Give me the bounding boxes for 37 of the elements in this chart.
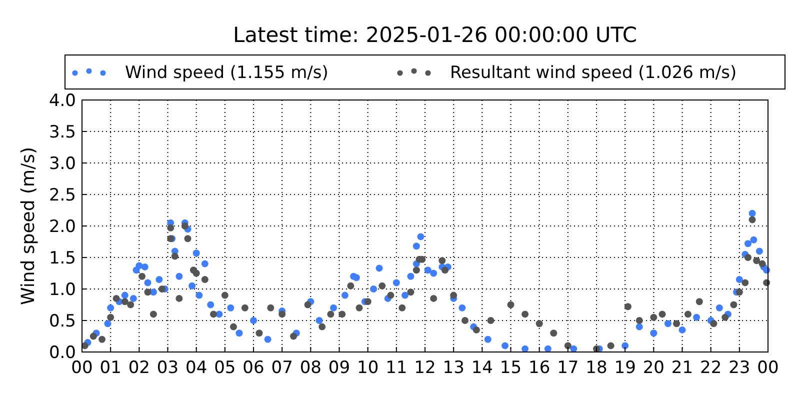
x-tick-label: 11 (386, 358, 408, 378)
y-tick-label: 4.0 (48, 91, 76, 111)
x-tick-label: 19 (614, 358, 636, 378)
x-tick-label: 23 (728, 358, 750, 378)
x-tick-label: 18 (586, 358, 608, 378)
legend-label: Resultant wind speed (1.026 m/s) (450, 63, 737, 83)
x-tick-label: 09 (328, 358, 350, 378)
x-tick-label: 14 (471, 358, 493, 378)
x-tick-label: 03 (156, 358, 179, 378)
y-axis-title: Wind speed (m/s) (18, 146, 39, 306)
x-tick-label: 05 (214, 358, 236, 378)
y-tick-label: 3.5 (48, 122, 76, 142)
chart-title: Latest time: 2025-01-26 00:00:00 UTC (232, 23, 638, 47)
x-tick-label: 01 (100, 358, 122, 378)
y-tick-label: 2.5 (48, 186, 76, 206)
x-tick-label: 02 (128, 358, 150, 378)
x-tick-label: 13 (442, 358, 464, 378)
x-tick-label: 00 (71, 358, 93, 378)
x-tick-label: 00 (757, 358, 779, 378)
x-tick-label: 04 (186, 358, 208, 378)
x-tick-label: 17 (557, 358, 579, 378)
legend-label: Wind speed (1.155 m/s) (125, 63, 328, 83)
x-tick-label: 10 (357, 358, 379, 378)
x-tick-label: 22 (700, 358, 722, 378)
x-tick-label: 16 (528, 358, 550, 378)
x-tick-label: 20 (642, 358, 664, 378)
x-tick-label: 07 (271, 358, 293, 378)
y-tick-label: 3.0 (48, 154, 76, 174)
y-tick-label: 0.5 (48, 312, 76, 332)
x-tick-label: 08 (300, 358, 322, 378)
y-tick-label: 1.0 (48, 280, 76, 300)
x-tick-label: 12 (414, 358, 436, 378)
x-tick-label: 15 (500, 358, 522, 378)
y-tick-label: 2.0 (48, 217, 76, 237)
x-tick-label: 06 (242, 358, 264, 378)
y-tick-label: 1.5 (48, 248, 76, 268)
x-tick-label: 21 (671, 358, 694, 378)
